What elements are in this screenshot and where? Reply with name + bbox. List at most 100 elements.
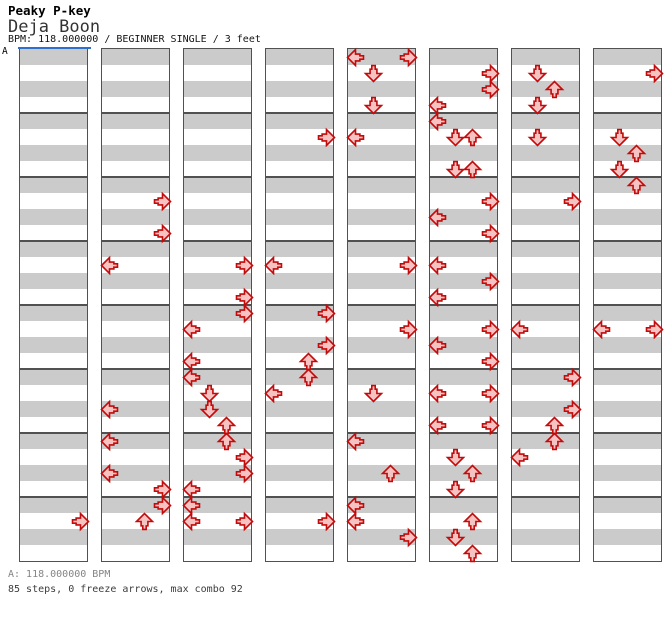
beat-stripe: [430, 433, 497, 449]
beat-stripe: [594, 433, 661, 449]
note-arrow-up: [298, 368, 319, 387]
measure-line: [430, 112, 497, 114]
note-arrow-up: [216, 432, 237, 451]
song-group-title: Peaky P-key: [8, 3, 91, 18]
measure-line: [430, 368, 497, 370]
beat-stripe: [512, 81, 579, 97]
beat-stripe: [430, 81, 497, 97]
measure-line: [184, 240, 251, 242]
measure-line: [266, 112, 333, 114]
beat-stripe: [184, 433, 251, 449]
beat-stripe: [512, 433, 579, 449]
beat-stripe: [20, 193, 87, 209]
beat-stripe: [430, 513, 497, 529]
note-arrow-down: [199, 384, 220, 403]
note-arrow-left: [346, 511, 365, 532]
beat-stripe: [184, 369, 251, 385]
beat-stripe: [430, 209, 497, 225]
beat-stripe: [20, 49, 87, 65]
beat-stripe: [266, 129, 333, 145]
note-arrow-left: [182, 511, 201, 532]
beat-stripe: [20, 529, 87, 545]
note-arrow-left: [346, 127, 365, 148]
note-arrow-left: [428, 111, 447, 132]
beat-stripe: [102, 145, 169, 161]
measure-line: [184, 304, 251, 306]
beat-stripe: [348, 337, 415, 353]
beat-stripe: [20, 385, 87, 401]
beat-stripe: [184, 65, 251, 81]
measure-line: [102, 240, 169, 242]
beat-stripe: [20, 209, 87, 225]
measure-line: [266, 368, 333, 370]
footer-step-summary: 85 steps, 0 freeze arrows, max combo 92: [8, 584, 243, 595]
note-arrow-left: [428, 207, 447, 228]
beat-stripe: [20, 513, 87, 529]
beat-stripe: [102, 337, 169, 353]
beat-stripe: [266, 145, 333, 161]
note-arrow-left: [100, 431, 119, 452]
note-arrow-left: [264, 255, 283, 276]
beat-stripe: [594, 241, 661, 257]
beat-stripe: [348, 305, 415, 321]
beat-stripe: [266, 353, 333, 369]
beat-stripe: [348, 513, 415, 529]
beat-stripe: [20, 161, 87, 177]
note-arrow-right: [153, 223, 172, 244]
beat-stripe: [430, 545, 497, 561]
note-arrow-left: [428, 335, 447, 356]
beat-stripe: [594, 497, 661, 513]
beat-stripe: [430, 145, 497, 161]
note-arrow-up: [134, 512, 155, 531]
beat-stripe: [348, 401, 415, 417]
beat-stripe: [20, 353, 87, 369]
beat-stripe: [512, 305, 579, 321]
beat-stripe: [102, 529, 169, 545]
chart-column-5: [347, 48, 416, 562]
beat-stripe: [594, 337, 661, 353]
beat-stripe: [348, 289, 415, 305]
note-arrow-right: [399, 47, 418, 68]
measure-line: [184, 496, 251, 498]
measure-line: [266, 240, 333, 242]
beat-stripe: [430, 321, 497, 337]
beat-stripe: [430, 241, 497, 257]
chart-column-7: [511, 48, 580, 562]
measure-line: [102, 432, 169, 434]
beat-stripe: [266, 209, 333, 225]
beat-stripe: [102, 321, 169, 337]
beat-stripe: [266, 193, 333, 209]
measure-line: [184, 176, 251, 178]
beat-stripe: [594, 529, 661, 545]
note-arrow-down: [445, 528, 466, 547]
beat-stripe: [20, 241, 87, 257]
note-arrow-left: [428, 255, 447, 276]
beat-stripe: [20, 289, 87, 305]
note-arrow-right: [153, 495, 172, 516]
beat-stripe: [348, 209, 415, 225]
beat-stripe: [266, 369, 333, 385]
beat-stripe: [184, 97, 251, 113]
beat-stripe: [594, 113, 661, 129]
beat-stripe: [512, 481, 579, 497]
beat-stripe: [184, 321, 251, 337]
note-arrow-right: [235, 303, 254, 324]
song-title: Deja Boon: [8, 17, 101, 37]
beat-stripe: [594, 257, 661, 273]
note-arrow-up: [544, 80, 565, 99]
beat-stripe: [512, 273, 579, 289]
beat-stripe: [594, 545, 661, 561]
beat-stripe: [594, 465, 661, 481]
note-arrow-up: [626, 144, 647, 163]
beat-stripe: [594, 209, 661, 225]
beat-stripe: [266, 433, 333, 449]
beat-stripe: [594, 65, 661, 81]
note-arrow-right: [481, 415, 500, 436]
beat-stripe: [512, 465, 579, 481]
beat-stripe: [184, 337, 251, 353]
beat-stripe: [184, 113, 251, 129]
note-arrow-right: [71, 511, 90, 532]
beat-stripe: [102, 65, 169, 81]
beat-stripe: [348, 161, 415, 177]
